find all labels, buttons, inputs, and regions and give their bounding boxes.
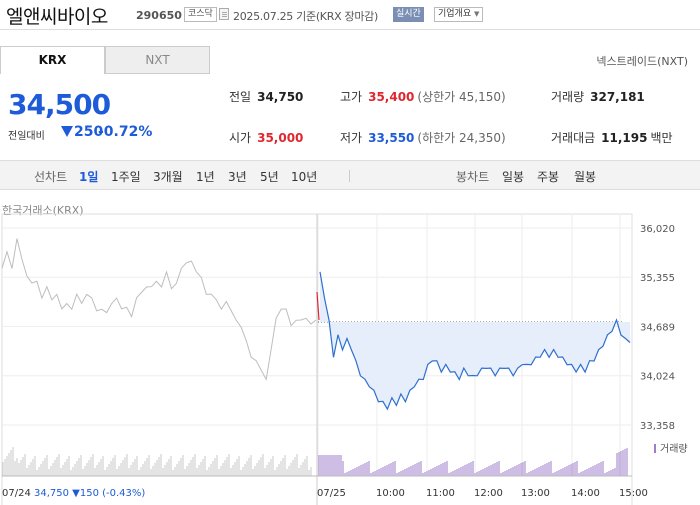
tab-nxt[interactable]: NXT bbox=[105, 46, 210, 74]
stat-unit: 백만 bbox=[650, 131, 673, 145]
market-badge: 코스닥 bbox=[184, 7, 217, 22]
y-tick-label: 34,689 bbox=[640, 323, 675, 334]
stat-label: 거래량 bbox=[551, 90, 585, 104]
open-spike-line bbox=[316, 291, 320, 321]
x-tick-label: 15:00 bbox=[619, 488, 648, 499]
period-bar: 선차트 1일 1주일 3개월 1년 3년 5년 10년 봉차트 일봉 주봉 월봉 bbox=[0, 160, 700, 190]
period-1w[interactable]: 1주일 bbox=[111, 170, 141, 184]
period-3m[interactable]: 3개월 bbox=[153, 170, 183, 184]
period-3y[interactable]: 3년 bbox=[228, 170, 247, 184]
stat-high: 고가 35,400 (상한가 45,150) bbox=[340, 88, 506, 105]
period-1d[interactable]: 1일 bbox=[79, 170, 99, 184]
today-price-line bbox=[319, 271, 631, 411]
period-daily[interactable]: 일봉 bbox=[502, 170, 525, 184]
divider bbox=[349, 170, 350, 182]
stat-amount: 거래대금 11,195 백만 bbox=[551, 129, 673, 146]
realtime-button[interactable]: 실시간 bbox=[393, 7, 424, 22]
diff-label: 전일대비 bbox=[8, 131, 45, 142]
document-icon bbox=[219, 8, 229, 20]
y-tick-label: 36,020 bbox=[640, 224, 675, 235]
stat-label: 거래대금 bbox=[551, 131, 596, 145]
period-1y[interactable]: 1년 bbox=[196, 170, 215, 184]
stat-value: 11,195 bbox=[601, 131, 648, 145]
line-chart-label: 선차트 bbox=[34, 170, 68, 184]
stat-label: 고가 bbox=[340, 90, 363, 104]
candle-chart-label: 봉차트 bbox=[456, 170, 490, 184]
stat-volume: 거래량 327,181 bbox=[551, 88, 645, 105]
stock-name: 엘앤씨바이오 bbox=[6, 6, 108, 28]
stat-label: 시가 bbox=[229, 131, 252, 145]
volume-legend-label: 거래량 bbox=[660, 443, 688, 455]
company-overview-label: 기업개요 bbox=[438, 9, 472, 19]
stat-prev-close: 전일 34,750 bbox=[229, 88, 303, 105]
stock-code: 290650 bbox=[136, 9, 182, 22]
diff-rate: -0.72% bbox=[98, 124, 153, 140]
today-area-fill bbox=[320, 271, 630, 410]
stat-value: 33,550 bbox=[368, 131, 415, 145]
as-of-text: 2025.07.25 기준(KRX 장마감) bbox=[233, 10, 378, 23]
stat-sub: (하한가 24,350) bbox=[417, 131, 506, 145]
prev-day-label: 07/24 bbox=[2, 488, 31, 499]
current-price: 34,500 bbox=[8, 88, 111, 121]
diff-amount: 250 bbox=[74, 124, 104, 140]
y-tick-label: 35,355 bbox=[640, 273, 675, 284]
y-tick-label: 33,358 bbox=[640, 421, 675, 432]
company-overview-button[interactable]: 기업개요 ▼ bbox=[434, 7, 484, 22]
x-tick-label: 13:00 bbox=[521, 488, 550, 499]
x-tick-label: 12:00 bbox=[474, 488, 503, 499]
period-5y[interactable]: 5년 bbox=[260, 170, 279, 184]
stat-sub: (상한가 45,150) bbox=[417, 90, 506, 104]
stat-value: 35,000 bbox=[257, 131, 304, 145]
x-tick-label: 07/25 bbox=[317, 488, 346, 499]
tab-krx[interactable]: KRX bbox=[0, 46, 105, 74]
stat-value: 34,750 bbox=[257, 90, 304, 104]
stat-label: 저가 bbox=[340, 131, 363, 145]
chevron-down-icon: ▼ bbox=[474, 10, 480, 18]
y-tick-label: 34,024 bbox=[640, 372, 675, 383]
x-tick-label: 14:00 bbox=[571, 488, 600, 499]
prev-day-line bbox=[1, 238, 317, 382]
stat-label: 전일 bbox=[229, 90, 252, 104]
stat-low: 저가 33,550 (하한가 24,350) bbox=[340, 129, 506, 146]
volume-legend-swatch bbox=[654, 444, 656, 453]
stat-value: 35,400 bbox=[368, 90, 415, 104]
stat-value: 327,181 bbox=[590, 90, 645, 104]
period-10y[interactable]: 10년 bbox=[291, 170, 318, 184]
diff-value: 250 bbox=[61, 124, 103, 140]
prev-day-summary: 34,750 ▼150 (-0.43%) bbox=[34, 488, 145, 499]
stock-header: 엘앤씨바이오 290650 코스닥 2025.07.25 기준(KRX 장마감)… bbox=[0, 0, 700, 30]
x-tick-label: 10:00 bbox=[376, 488, 405, 499]
stat-open: 시가 35,000 bbox=[229, 129, 303, 146]
down-triangle-icon bbox=[61, 126, 73, 137]
x-tick-label: 11:00 bbox=[426, 488, 455, 499]
nextrade-link[interactable]: 넥스트레이드(NXT) bbox=[596, 55, 688, 68]
period-weekly[interactable]: 주봉 bbox=[537, 170, 560, 184]
period-monthly[interactable]: 월봉 bbox=[574, 170, 597, 184]
